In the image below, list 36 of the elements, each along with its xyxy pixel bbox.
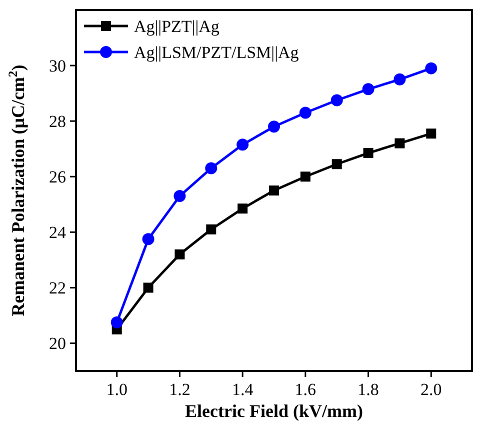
y-tick-label: 26 <box>49 168 66 187</box>
y-tick-label: 24 <box>49 223 66 242</box>
point <box>269 186 279 196</box>
point <box>143 282 154 293</box>
legend-label: Ag||LSM/PZT/LSM||Ag <box>134 43 300 62</box>
point <box>362 83 374 96</box>
y-tick-label: 28 <box>49 112 66 132</box>
point <box>299 106 312 119</box>
x-tick-label: 1.6 <box>294 380 316 399</box>
point <box>236 138 249 151</box>
point <box>394 138 405 148</box>
point <box>426 128 436 139</box>
point <box>174 190 186 202</box>
point <box>425 62 438 74</box>
point <box>363 148 374 158</box>
x-tick-label: 1.2 <box>169 380 190 399</box>
x-tick-label: 1.4 <box>232 380 254 399</box>
point <box>110 316 123 328</box>
point <box>394 73 406 86</box>
point <box>300 172 310 182</box>
point <box>238 204 248 214</box>
x-tick-label: 1.8 <box>358 380 379 399</box>
x-axis-title: Electric Field (kV/mm) <box>185 401 363 421</box>
x-tick-label: 2.0 <box>420 380 442 399</box>
legend-label: Ag||PZT||Ag <box>134 17 220 36</box>
point <box>205 162 218 174</box>
x-tick-label: 1.0 <box>106 380 128 399</box>
y-tick-label: 30 <box>49 56 66 76</box>
y-tick-label: 22 <box>49 278 66 298</box>
point <box>142 233 154 246</box>
point <box>330 94 343 106</box>
point <box>332 159 342 170</box>
point <box>206 224 216 234</box>
y-tick-label: 20 <box>49 334 66 354</box>
point <box>174 249 185 260</box>
point <box>268 120 280 133</box>
